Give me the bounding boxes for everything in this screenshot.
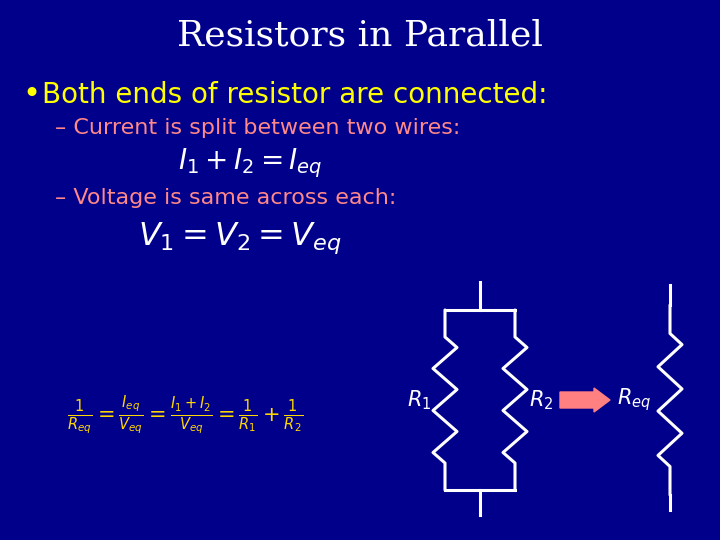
- Text: Resistors in Parallel: Resistors in Parallel: [177, 18, 543, 52]
- Text: $R_1$: $R_1$: [407, 388, 431, 412]
- Text: $R_2$: $R_2$: [528, 388, 553, 412]
- Text: – Current is split between two wires:: – Current is split between two wires:: [55, 118, 460, 138]
- Text: $R_{eq}$: $R_{eq}$: [617, 387, 651, 414]
- Text: $V_1 = V_2 = V_{eq}$: $V_1 = V_2 = V_{eq}$: [138, 220, 342, 256]
- Text: •: •: [22, 80, 40, 110]
- Text: Both ends of resistor are connected:: Both ends of resistor are connected:: [42, 81, 547, 109]
- Text: $I_1 + I_2 = I_{eq}$: $I_1 + I_2 = I_{eq}$: [178, 146, 323, 180]
- Text: $\frac{1}{R_{eq}} = \frac{I_{eq}}{V_{eq}} = \frac{I_1 + I_2}{V_{eq}} = \frac{1}{: $\frac{1}{R_{eq}} = \frac{I_{eq}}{V_{eq}…: [67, 393, 303, 437]
- Text: – Voltage is same across each:: – Voltage is same across each:: [55, 188, 397, 208]
- FancyArrow shape: [560, 388, 610, 412]
